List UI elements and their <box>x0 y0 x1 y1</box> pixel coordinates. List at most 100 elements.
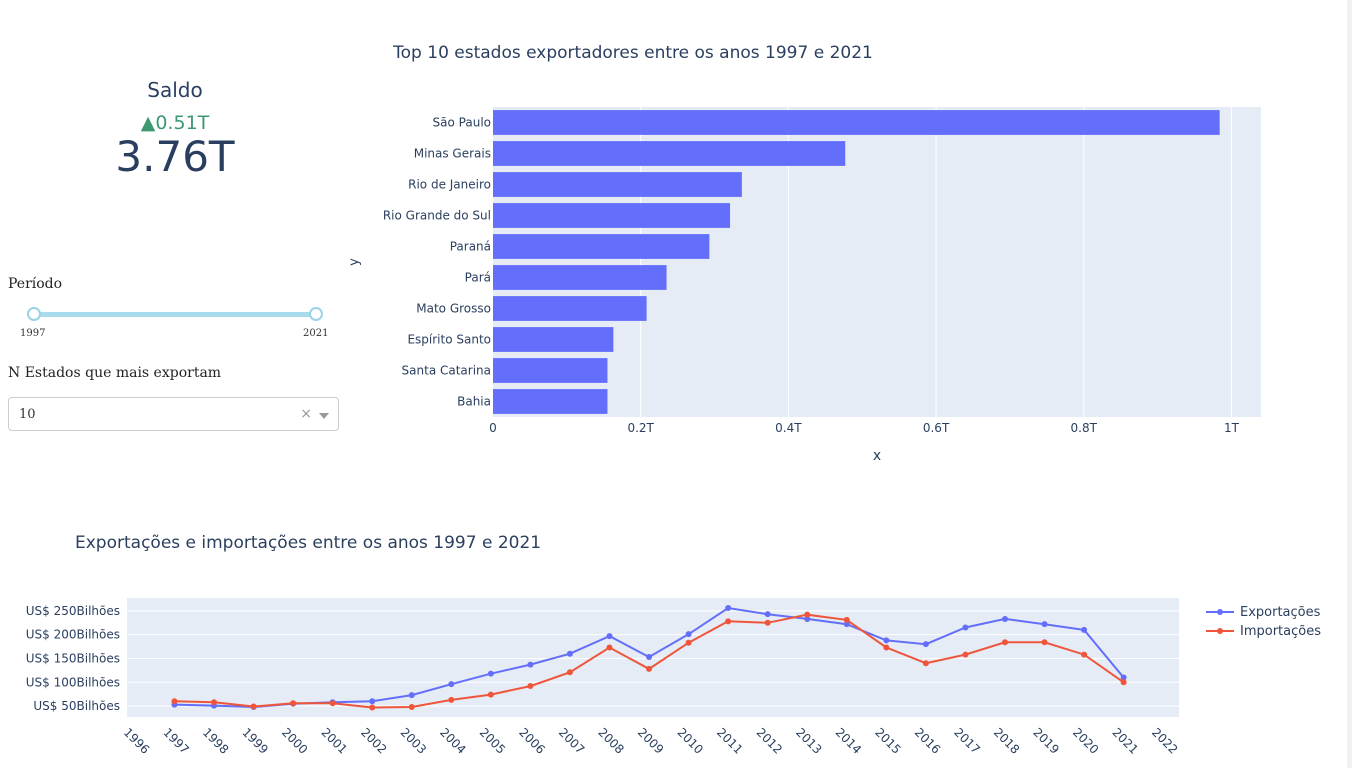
line-x-tick-label: 2015 <box>872 725 903 756</box>
data-point[interactable] <box>448 696 455 703</box>
data-point[interactable] <box>1001 639 1008 646</box>
bar[interactable] <box>493 265 667 290</box>
data-point[interactable] <box>408 692 415 699</box>
data-point[interactable] <box>962 624 969 631</box>
data-point[interactable] <box>685 631 692 638</box>
data-point[interactable] <box>211 699 218 706</box>
period-min-label: 1997 <box>20 328 46 339</box>
data-point[interactable] <box>527 661 534 668</box>
data-point[interactable] <box>606 644 613 651</box>
data-point[interactable] <box>448 681 455 688</box>
data-point[interactable] <box>487 691 494 698</box>
indicator-value: 3.76T <box>115 132 235 181</box>
data-point[interactable] <box>764 611 771 618</box>
bar[interactable] <box>493 203 731 228</box>
line-chart: Exportações e importações entre os anos … <box>26 533 1321 757</box>
data-point[interactable] <box>1041 621 1048 628</box>
data-point[interactable] <box>487 670 494 677</box>
data-point[interactable] <box>922 641 929 648</box>
line-x-tick-label: 1999 <box>239 725 270 756</box>
data-point[interactable] <box>804 611 811 618</box>
line-x-tick-label: 2008 <box>595 725 626 756</box>
data-point[interactable] <box>725 618 732 625</box>
period-label: Período <box>8 276 63 292</box>
data-point[interactable] <box>843 616 850 623</box>
data-point[interactable] <box>1041 639 1048 646</box>
bar[interactable] <box>493 110 1220 135</box>
data-point[interactable] <box>1081 651 1088 658</box>
data-point[interactable] <box>883 637 890 644</box>
data-point[interactable] <box>646 665 653 672</box>
period-max-label: 2021 <box>303 328 329 339</box>
bar-y-tick-label: Rio de Janeiro <box>408 178 491 192</box>
data-point[interactable] <box>962 651 969 658</box>
bar[interactable] <box>493 358 608 383</box>
data-point[interactable] <box>1001 615 1008 622</box>
period-slider-min-handle[interactable] <box>27 307 41 321</box>
bar[interactable] <box>493 296 647 321</box>
data-point[interactable] <box>566 650 573 657</box>
line-y-tick-label: US$ 250Bilhões <box>26 604 120 618</box>
data-point[interactable] <box>566 669 573 676</box>
data-point[interactable] <box>883 644 890 651</box>
data-point[interactable] <box>804 615 811 622</box>
n-states-dropdown-value: 10 <box>19 407 36 422</box>
line-x-tick-label: 1996 <box>121 725 152 756</box>
data-point[interactable] <box>922 660 929 667</box>
bar[interactable] <box>493 172 742 197</box>
n-states-label: N Estados que mais exportam <box>8 365 222 381</box>
line-x-tick-label: 2004 <box>437 725 468 756</box>
bar-chart-title: Top 10 estados exportadores entre os ano… <box>392 43 873 63</box>
bar-y-tick-label: Santa Catarina <box>402 364 491 378</box>
bar-x-tick-label: 0.6T <box>923 421 950 435</box>
data-point[interactable] <box>725 604 732 611</box>
period-slider-track[interactable] <box>33 312 316 317</box>
data-point[interactable] <box>369 704 376 711</box>
legend-label[interactable]: Importações <box>1240 624 1321 639</box>
line-x-tick-label: 2005 <box>477 725 508 756</box>
indicator-delta: ▲0.51T <box>140 112 210 134</box>
bar-chart: Top 10 estados exportadores entre os ano… <box>347 43 1261 464</box>
line-y-tick-label: US$ 100Bilhões <box>26 675 120 689</box>
bar-x-axis-title: x <box>873 448 881 464</box>
data-point[interactable] <box>408 704 415 711</box>
bar-y-tick-label: Pará <box>465 271 491 285</box>
legend-label[interactable]: Exportações <box>1240 605 1321 620</box>
data-point[interactable] <box>1081 626 1088 633</box>
legend-marker[interactable] <box>1217 609 1223 615</box>
line-x-tick-label: 2001 <box>319 725 350 756</box>
data-point[interactable] <box>1120 679 1127 686</box>
line-x-tick-label: 2003 <box>398 725 429 756</box>
line-x-tick-label: 1997 <box>160 725 191 756</box>
scrollbar[interactable] <box>1347 0 1352 768</box>
data-point[interactable] <box>369 698 376 705</box>
bar-y-tick-label: Rio Grande do Sul <box>383 209 491 223</box>
data-point[interactable] <box>764 619 771 626</box>
data-point[interactable] <box>250 703 257 710</box>
line-x-tick-label: 2020 <box>1070 725 1101 756</box>
data-point[interactable] <box>685 639 692 646</box>
data-point[interactable] <box>843 621 850 628</box>
clear-icon[interactable]: × <box>300 406 312 422</box>
bar-y-tick-label: São Paulo <box>433 116 491 130</box>
data-point[interactable] <box>1120 674 1127 681</box>
n-states-dropdown[interactable]: 10 × <box>8 397 339 431</box>
bar[interactable] <box>493 389 608 414</box>
line-x-tick-label: 2012 <box>754 725 785 756</box>
bar-x-tick-label: 0.2T <box>627 421 654 435</box>
data-point[interactable] <box>290 700 297 707</box>
legend-marker[interactable] <box>1217 628 1223 634</box>
period-slider-max-handle[interactable] <box>309 307 323 321</box>
bar-x-tick-label: 0.8T <box>1071 421 1098 435</box>
data-point[interactable] <box>171 698 178 705</box>
bar[interactable] <box>493 234 710 259</box>
bar-y-tick-label: Espírito Santo <box>407 333 491 347</box>
data-point[interactable] <box>606 633 613 640</box>
chevron-down-icon[interactable] <box>319 413 329 419</box>
bar[interactable] <box>493 141 846 166</box>
data-point[interactable] <box>329 700 336 707</box>
bar[interactable] <box>493 327 614 352</box>
bar-y-tick-label: Mato Grosso <box>416 302 491 316</box>
data-point[interactable] <box>527 683 534 690</box>
data-point[interactable] <box>646 654 653 661</box>
